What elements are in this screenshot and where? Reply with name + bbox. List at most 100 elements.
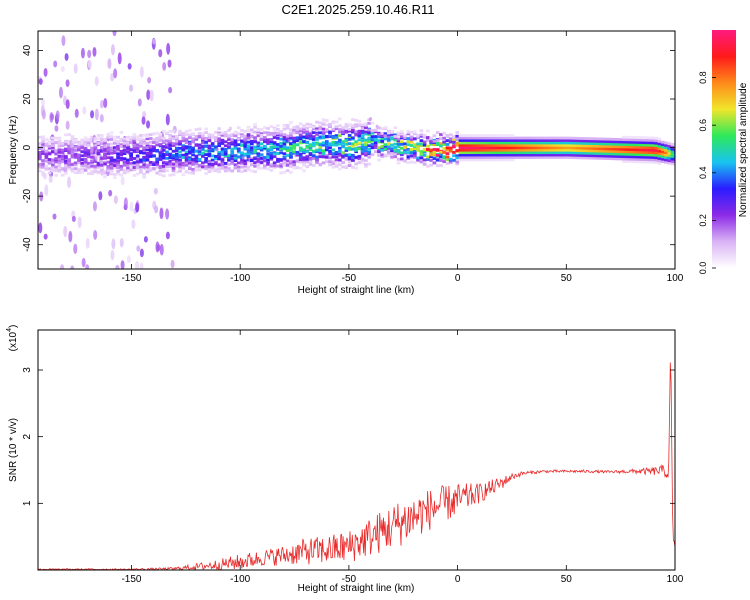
heatmap-cell bbox=[116, 156, 120, 160]
heatmap-cell bbox=[253, 157, 257, 161]
heatmap-cell bbox=[422, 148, 427, 152]
heatmap-cell bbox=[201, 147, 205, 151]
heatmap-cell bbox=[445, 162, 450, 165]
heatmap-cell bbox=[373, 143, 378, 147]
heatmap-cell bbox=[57, 144, 62, 148]
heatmap-cell bbox=[494, 156, 499, 159]
heatmap-cell bbox=[113, 164, 117, 167]
heatmap-cell bbox=[263, 159, 267, 163]
heatmap-cell bbox=[263, 164, 267, 168]
heatmap-cell bbox=[220, 150, 225, 153]
heatmap-cell bbox=[553, 139, 557, 142]
heatmap-cell bbox=[354, 124, 358, 128]
heatmap-cell bbox=[119, 145, 124, 148]
heatmap-cell bbox=[240, 129, 244, 132]
heatmap-blob bbox=[55, 110, 60, 120]
heatmap-cell bbox=[364, 140, 368, 144]
heatmap-cell bbox=[413, 147, 417, 151]
heatmap-cell bbox=[455, 134, 460, 138]
heatmap-cell bbox=[422, 140, 427, 144]
heatmap-cell bbox=[44, 167, 49, 171]
heatmap-cell bbox=[536, 153, 541, 157]
heatmap-cell bbox=[83, 168, 88, 172]
heatmap-cell bbox=[360, 152, 365, 156]
heatmap-cell bbox=[259, 128, 264, 132]
heatmap-cell bbox=[654, 161, 659, 164]
x-tick-label: 0 bbox=[455, 574, 461, 585]
heatmap-cell bbox=[230, 157, 235, 160]
heatmap-cell bbox=[161, 153, 166, 156]
heatmap-blob bbox=[53, 60, 58, 68]
heatmap-cell bbox=[452, 158, 456, 162]
heatmap-cell bbox=[618, 150, 623, 154]
heatmap-cell bbox=[540, 151, 544, 155]
heatmap-cell bbox=[465, 136, 469, 140]
heatmap-cell bbox=[227, 162, 231, 166]
heatmap-cell bbox=[396, 145, 401, 149]
heatmap-cell bbox=[57, 168, 62, 172]
heatmap-cell bbox=[155, 165, 160, 169]
heatmap-cell bbox=[129, 148, 133, 152]
heatmap-cell bbox=[214, 157, 218, 160]
heatmap-cell bbox=[311, 154, 316, 158]
heatmap-cell bbox=[468, 151, 473, 155]
heatmap-cell bbox=[298, 133, 303, 137]
heatmap-cell bbox=[517, 156, 522, 159]
heatmap-cell bbox=[155, 157, 160, 161]
heatmap-cell bbox=[494, 136, 499, 140]
heatmap-cell bbox=[602, 142, 606, 146]
heatmap-cell bbox=[465, 153, 469, 157]
heatmap-cell bbox=[80, 170, 85, 174]
heatmap-cell bbox=[119, 149, 124, 153]
heatmap-cell bbox=[360, 123, 365, 127]
heatmap-cell bbox=[396, 152, 401, 155]
heatmap-cell bbox=[73, 161, 78, 165]
heatmap-cell bbox=[99, 142, 104, 146]
heatmap-cell bbox=[605, 157, 610, 160]
heatmap-cell bbox=[165, 162, 169, 166]
heatmap-cell bbox=[236, 143, 241, 147]
heatmap-cell bbox=[155, 138, 160, 141]
heatmap-cell bbox=[582, 141, 587, 145]
heatmap-cell bbox=[533, 143, 538, 147]
heatmap-cell bbox=[331, 162, 336, 166]
heatmap-cell bbox=[452, 138, 456, 142]
heatmap-cell bbox=[582, 146, 587, 150]
heatmap-blob bbox=[63, 165, 68, 174]
heatmap-cell bbox=[377, 126, 381, 130]
heatmap-cell bbox=[259, 148, 264, 152]
heatmap-cell bbox=[197, 135, 202, 139]
heatmap-cell bbox=[318, 135, 323, 139]
heatmap-cell bbox=[527, 151, 531, 155]
heatmap-cell bbox=[331, 140, 336, 144]
heatmap-cell bbox=[341, 141, 345, 145]
heatmap-cell bbox=[452, 151, 456, 154]
heatmap-cell bbox=[530, 141, 535, 145]
heatmap-cell bbox=[364, 122, 368, 126]
heatmap-cell bbox=[491, 158, 495, 162]
heatmap-cell bbox=[41, 162, 45, 166]
heatmap-cell bbox=[249, 130, 254, 134]
heatmap-cell bbox=[413, 151, 417, 155]
heatmap-cell bbox=[38, 155, 42, 159]
heatmap-cell bbox=[406, 129, 411, 133]
heatmap-cell bbox=[139, 168, 143, 172]
heatmap-cell bbox=[54, 141, 58, 145]
heatmap-cell bbox=[152, 154, 156, 158]
heatmap-cell bbox=[171, 142, 176, 146]
heatmap-cell bbox=[240, 134, 244, 138]
heatmap-cell bbox=[311, 125, 316, 129]
heatmap-cell bbox=[155, 141, 160, 144]
heatmap-cell bbox=[155, 143, 160, 147]
heatmap-cell bbox=[279, 151, 283, 155]
heatmap-cell bbox=[582, 139, 587, 143]
heatmap-cell bbox=[194, 149, 199, 153]
heatmap-cell bbox=[533, 148, 538, 152]
heatmap-cell bbox=[90, 151, 94, 155]
heatmap-cell bbox=[647, 155, 652, 159]
heatmap-blob bbox=[165, 231, 170, 240]
heatmap-cell bbox=[406, 151, 411, 154]
heatmap-cell bbox=[409, 160, 414, 164]
heatmap-cell bbox=[608, 157, 613, 161]
